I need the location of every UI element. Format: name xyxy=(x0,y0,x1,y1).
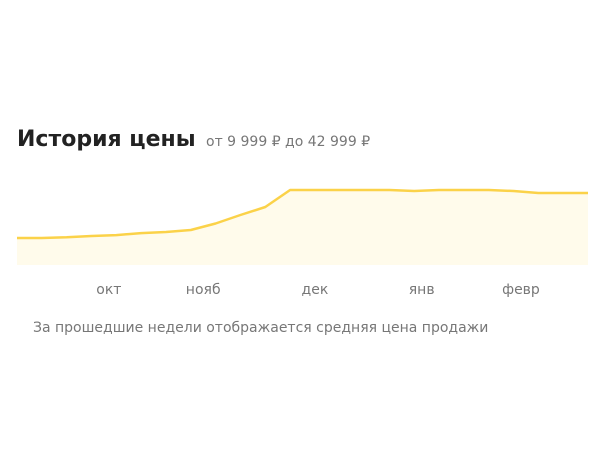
note: За прошедшие недели отображается средняя… xyxy=(33,320,488,336)
title: История цены xyxy=(17,127,196,152)
x-tick-label: дек xyxy=(302,282,329,298)
area xyxy=(17,190,588,265)
price-line xyxy=(17,188,588,240)
subtitle: от 9 999 ₽ до 42 999 ₽ xyxy=(206,134,370,150)
x-tick-label: янв xyxy=(409,282,435,298)
x-tick-label: февр xyxy=(502,282,540,298)
x-tick-label: нояб xyxy=(186,282,221,298)
x-tick-label: окт xyxy=(96,282,121,298)
